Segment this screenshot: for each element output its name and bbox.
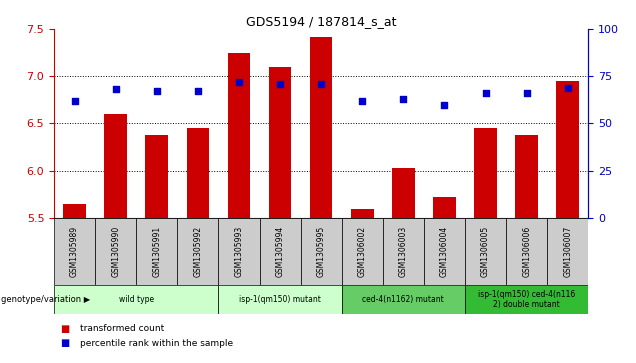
Bar [383, 218, 424, 285]
Point [439, 102, 450, 107]
Bar [351, 209, 373, 218]
Bar [186, 128, 209, 218]
Bar [64, 204, 86, 218]
Text: GSM1305990: GSM1305990 [111, 226, 120, 277]
Point [234, 79, 244, 85]
Bar [95, 218, 136, 285]
Bar [136, 218, 177, 285]
Bar [54, 218, 95, 285]
Bar [218, 285, 342, 314]
Bar [259, 218, 301, 285]
Bar [515, 135, 538, 218]
Text: GSM1306007: GSM1306007 [563, 226, 572, 277]
Text: GSM1306003: GSM1306003 [399, 226, 408, 277]
Point [480, 90, 490, 96]
Point [69, 98, 80, 104]
Point [563, 85, 573, 90]
Text: percentile rank within the sample: percentile rank within the sample [80, 339, 233, 347]
Text: isp-1(qm150) ced-4(n116
2) double mutant: isp-1(qm150) ced-4(n116 2) double mutant [478, 290, 576, 309]
Bar [269, 67, 291, 218]
Point [275, 81, 285, 87]
Bar [424, 218, 465, 285]
Text: ced-4(n1162) mutant: ced-4(n1162) mutant [363, 295, 444, 304]
Text: GSM1305989: GSM1305989 [70, 226, 79, 277]
Text: isp-1(qm150) mutant: isp-1(qm150) mutant [239, 295, 321, 304]
Point [193, 89, 203, 94]
Bar [54, 285, 218, 314]
Point [357, 98, 368, 104]
Bar [506, 218, 547, 285]
Text: ■: ■ [60, 338, 70, 348]
Bar [218, 218, 259, 285]
Bar [547, 218, 588, 285]
Bar [228, 53, 251, 218]
Point [398, 96, 408, 102]
Bar [177, 218, 218, 285]
Point [111, 86, 121, 92]
Text: GSM1306005: GSM1306005 [481, 226, 490, 277]
Bar [310, 37, 333, 218]
Bar [433, 197, 456, 218]
Text: GSM1306002: GSM1306002 [358, 226, 367, 277]
Bar [342, 218, 383, 285]
Bar [465, 285, 588, 314]
Point [522, 90, 532, 96]
Bar [342, 285, 465, 314]
Bar [104, 114, 127, 218]
Text: GSM1305993: GSM1305993 [235, 226, 244, 277]
Text: GSM1306004: GSM1306004 [440, 226, 449, 277]
Bar [465, 218, 506, 285]
Bar [474, 128, 497, 218]
Text: GSM1305991: GSM1305991 [152, 226, 162, 277]
Bar [146, 135, 168, 218]
Text: GSM1305994: GSM1305994 [275, 226, 284, 277]
Text: GSM1305995: GSM1305995 [317, 226, 326, 277]
Text: wild type: wild type [119, 295, 154, 304]
Point [316, 81, 326, 87]
Title: GDS5194 / 187814_s_at: GDS5194 / 187814_s_at [246, 15, 396, 28]
Bar [301, 218, 342, 285]
Text: ■: ■ [60, 323, 70, 334]
Text: transformed count: transformed count [80, 324, 163, 333]
Text: genotype/variation ▶: genotype/variation ▶ [1, 295, 90, 304]
Point [152, 89, 162, 94]
Bar [392, 168, 415, 218]
Text: GSM1305992: GSM1305992 [193, 226, 202, 277]
Bar [556, 81, 579, 218]
Text: GSM1306006: GSM1306006 [522, 226, 531, 277]
